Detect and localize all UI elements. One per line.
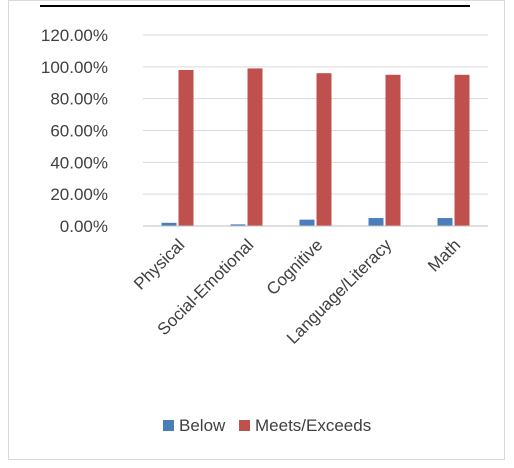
x-category-label: Math xyxy=(424,235,464,275)
y-tick-label: 0.00% xyxy=(60,217,108,236)
bar-below xyxy=(161,222,177,226)
legend-swatch-below xyxy=(163,420,174,431)
bar-meets-exceeds xyxy=(178,70,194,227)
y-tick-label: 40.00% xyxy=(50,153,108,172)
x-category-label: Cognitive xyxy=(263,235,327,299)
y-tick-label: 120.00% xyxy=(41,26,108,45)
y-axis-tick-labels: 0.00% 20.00% 40.00% 60.00% 80.00% 100.00% 120.… xyxy=(41,26,108,236)
bar-meets-exceeds xyxy=(385,74,401,227)
bar-meets-exceeds xyxy=(316,73,332,226)
bar-below xyxy=(368,218,384,226)
x-category-label: Physical xyxy=(130,235,188,293)
bar-meets-exceeds xyxy=(247,68,263,226)
legend-label-below: Below xyxy=(179,416,226,435)
legend-label-meets-exceeds: Meets/Exceeds xyxy=(255,416,371,435)
y-tick-label: 60.00% xyxy=(50,122,108,141)
bar-below xyxy=(230,224,246,226)
title-underline xyxy=(40,5,470,7)
legend-swatch-meets-exceeds xyxy=(239,420,250,431)
y-tick-label: 80.00% xyxy=(50,90,108,109)
bar-below xyxy=(299,219,315,226)
gridlines xyxy=(143,34,488,195)
y-tick-label: 100.00% xyxy=(41,58,108,77)
bar-meets-exceeds xyxy=(454,74,470,227)
bars xyxy=(161,68,470,227)
legend: Below Meets/Exceeds xyxy=(163,416,371,435)
y-tick-label: 20.00% xyxy=(50,185,108,204)
bar-below xyxy=(437,218,453,226)
